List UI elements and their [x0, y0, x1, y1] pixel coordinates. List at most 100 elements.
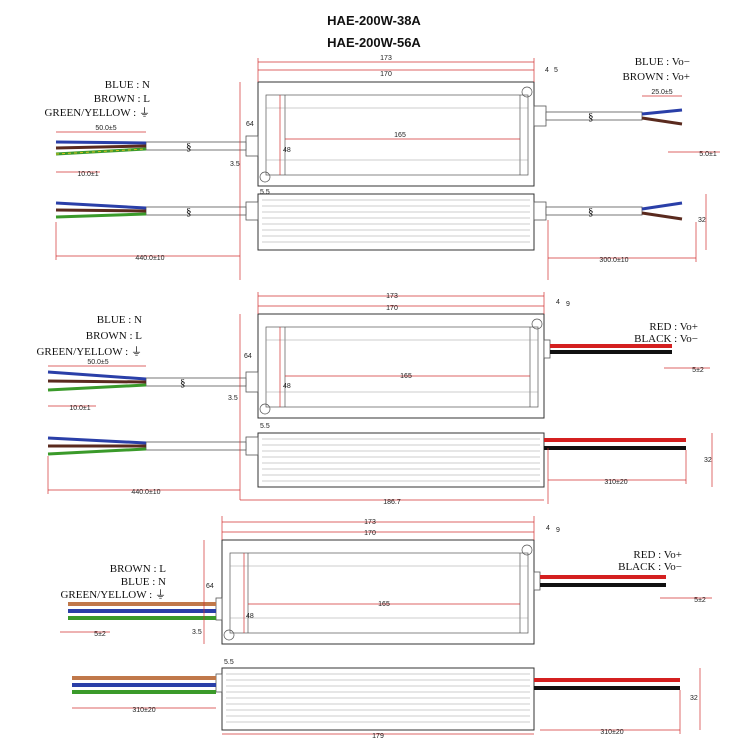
wire-brown: [641, 116, 683, 126]
input-cable: [145, 377, 247, 387]
psu-body-side-view: [257, 193, 535, 251]
legend-in-2: BLUE : N: [121, 576, 166, 588]
dim-4: 4: [546, 525, 550, 532]
mount-hole: [223, 629, 235, 641]
legend-in-2: BROWN : L: [94, 93, 151, 105]
dim-9: 9: [566, 301, 570, 308]
psu-inner-outline: [229, 552, 529, 634]
dim-9: 9: [556, 527, 560, 534]
dim-5: 5: [554, 67, 558, 74]
dim-cable-in: 440.0±10: [131, 489, 160, 496]
view-3: BROWN : L BLUE : N GREEN/YELLOW : ⏚ RED …: [60, 516, 712, 740]
dim-3-5: 3.5: [228, 395, 238, 402]
input-cable: [145, 206, 247, 216]
dim-3-5: 3.5: [192, 629, 202, 636]
dim-173: 173: [386, 293, 398, 300]
legend-in-3: GREEN/YELLOW : ⏚: [36, 345, 142, 358]
dim-170: 170: [386, 305, 398, 312]
wire-green-yellow: [55, 147, 147, 156]
legend-out-1: RED : Vo+: [633, 549, 682, 561]
cable-gland-in: [245, 436, 259, 456]
fins: [262, 438, 540, 482]
dim-170: 170: [380, 71, 392, 78]
legend-in-3: GREEN/YELLOW : ⏚: [44, 106, 150, 119]
dim-cable-in: 310±20: [132, 707, 155, 714]
dim-cable-out: 310±20: [604, 479, 627, 486]
wire-green-yellow: [55, 212, 147, 219]
wire-green-yellow: [47, 383, 147, 392]
wire-blue: [55, 201, 147, 210]
dim-strip-in: 50.0±5: [87, 359, 108, 366]
legend-out-2: BLACK : Vo−: [634, 333, 698, 345]
dim-173: 173: [364, 519, 376, 526]
input-cable: [145, 441, 247, 451]
legend-in-1: BLUE : N: [105, 79, 150, 91]
dim-thickness: 32: [704, 457, 712, 464]
legend-out-1: BLUE : Vo−: [635, 56, 690, 68]
wire-brown: [55, 208, 147, 213]
break-mark: §: [186, 206, 192, 218]
psu-body-side-view: [257, 432, 545, 488]
dim-cable-out: 310±20: [600, 729, 623, 736]
dim-4: 4: [556, 299, 560, 306]
dim-5-5: 5.5: [260, 189, 270, 196]
wire-blue: [641, 108, 683, 116]
dim-165: 165: [394, 132, 406, 139]
mount-hole: [259, 403, 271, 415]
legend-out-2: BROWN : Vo+: [622, 71, 690, 83]
break-mark: §: [588, 206, 594, 218]
dim-5-5: 5.5: [260, 423, 270, 430]
cable-gland-in: [245, 371, 259, 393]
dim-4: 4: [545, 67, 549, 74]
model-title-1: HAE-200W-38A: [327, 13, 421, 28]
cable-gland-out: [543, 339, 551, 359]
dim-strip-out-end: 5±2: [692, 367, 704, 374]
wire-brown: [47, 379, 147, 384]
dim-body-len: 186.7: [383, 499, 401, 506]
psu-inner-outline: [265, 94, 529, 176]
dim-cable-out: 300.0±10: [599, 257, 628, 264]
dim-cable-in: 440.0±10: [135, 255, 164, 262]
dim-165: 165: [400, 373, 412, 380]
cable-gland-out: [533, 201, 547, 221]
cable-gland-in: [245, 135, 259, 157]
dim-strip-out: 25.0±5: [651, 89, 672, 96]
cable-gland-in: [215, 673, 223, 693]
legend-in-3: GREEN/YELLOW : ⏚: [60, 588, 166, 601]
mount-hole: [259, 171, 271, 183]
view-1: BLUE : N BROWN : L GREEN/YELLOW : ⏚ BLUE…: [44, 55, 720, 280]
dim-48: 48: [283, 147, 291, 154]
cable-gland-out: [533, 571, 541, 591]
output-cable: [545, 206, 643, 216]
mount-hole: [521, 544, 533, 556]
cable-gland-in: [245, 201, 259, 221]
dim-170: 170: [364, 530, 376, 537]
dim-strip-in: 50.0±5: [95, 125, 116, 132]
dim-strip-out-end: 5.0±1: [699, 151, 717, 158]
dim-48: 48: [246, 613, 254, 620]
dim-165: 165: [378, 601, 390, 608]
wire-blue: [47, 370, 147, 381]
input-cable: [145, 141, 247, 151]
legend-in-2: BROWN : L: [86, 330, 143, 342]
cable-gland-in: [215, 597, 223, 621]
output-cable: [545, 111, 643, 121]
wire-green-yellow: [47, 447, 147, 456]
fins: [226, 673, 530, 723]
psu-body-top-view: [221, 539, 535, 645]
legend-out-1: RED : Vo+: [649, 321, 698, 333]
dim-48: 48: [283, 383, 291, 390]
dim-strip-in-end: 10.0±1: [69, 405, 90, 412]
mount-hole: [521, 86, 533, 98]
dim-173: 173: [380, 55, 392, 62]
cable-gland-out: [533, 105, 547, 127]
wire-blue: [47, 436, 147, 445]
break-mark: §: [180, 377, 186, 389]
legend-in-1: BLUE : N: [97, 314, 142, 326]
wire-blue: [641, 201, 683, 211]
dim-64: 64: [246, 121, 254, 128]
mount-hole: [531, 318, 543, 330]
view-2: BLUE : N BROWN : L GREEN/YELLOW : ⏚ RED …: [36, 292, 713, 506]
psu-body-top-view: [257, 81, 535, 187]
